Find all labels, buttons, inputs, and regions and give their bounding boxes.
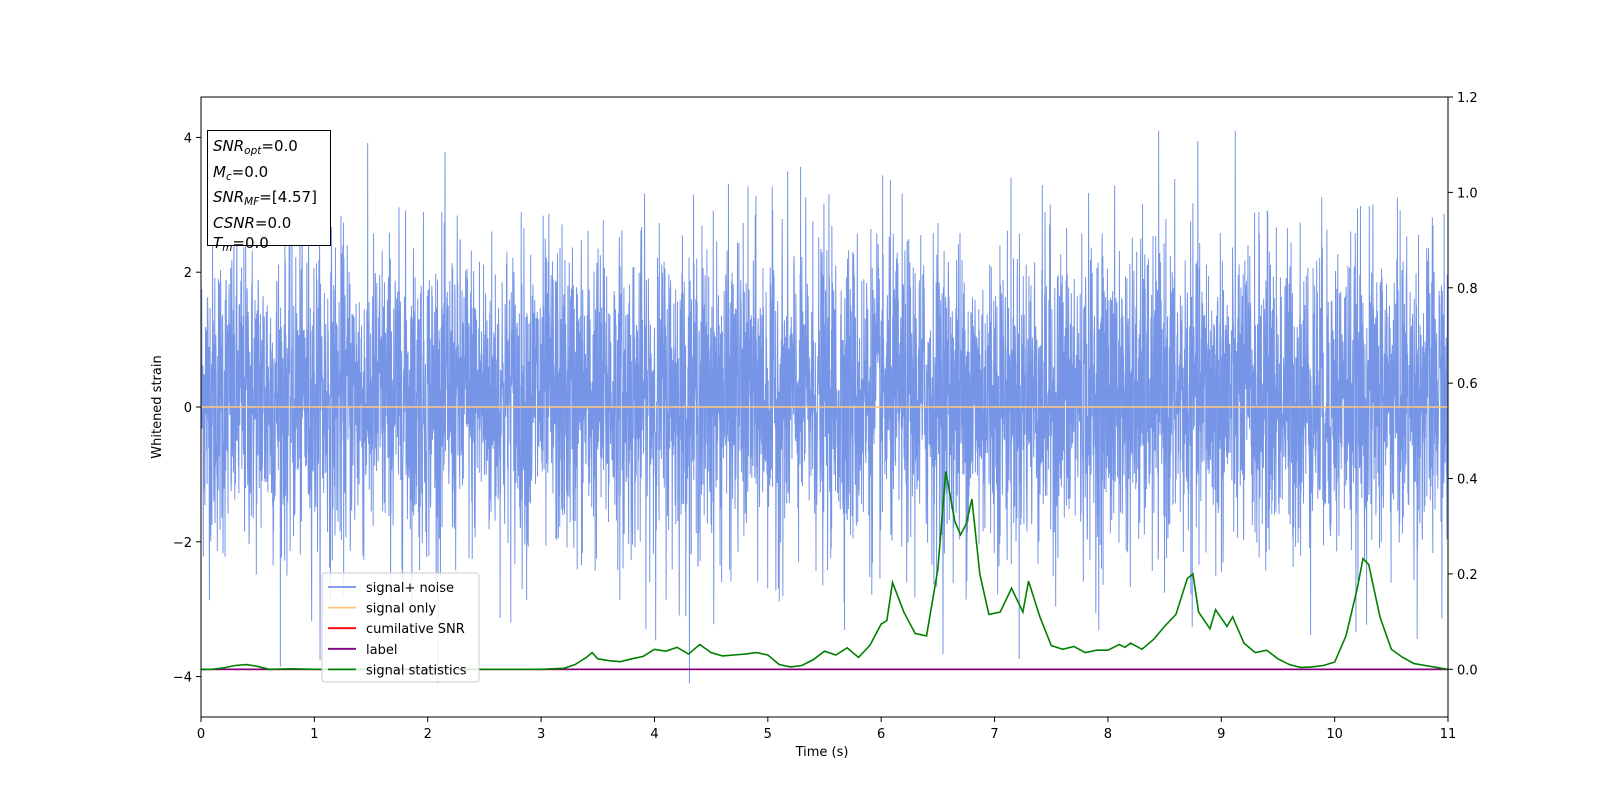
y2-tick-label: 0.4 bbox=[1457, 473, 1478, 488]
y-tick-label: 4 bbox=[184, 131, 192, 146]
y2-tick-label: 1.2 bbox=[1457, 91, 1478, 106]
y-tick-label: −2 bbox=[173, 536, 192, 551]
x-tick-label: 4 bbox=[650, 727, 658, 742]
y2-tick-label: 1.0 bbox=[1457, 186, 1478, 201]
series-signal-plus-noise bbox=[201, 130, 1448, 684]
legend-label: signal statistics bbox=[366, 663, 467, 678]
info-snr-opt: SNRopt=0.0 bbox=[213, 137, 298, 157]
y-axis-left: 4 2 0 −2 −4 bbox=[173, 131, 201, 686]
y-axis-label: Whitened strain bbox=[150, 355, 165, 458]
info-snr-mf: SNRMF=[4.57] bbox=[213, 188, 317, 208]
x-tick-label: 10 bbox=[1326, 727, 1343, 742]
x-tick-label: 11 bbox=[1440, 727, 1457, 742]
x-tick-label: 8 bbox=[1104, 727, 1112, 742]
x-tick-label: 0 bbox=[197, 727, 205, 742]
legend: signal+ noise signal only cumilative SNR la… bbox=[321, 572, 480, 683]
y-tick-label: 0 bbox=[184, 401, 192, 416]
x-tick-label: 2 bbox=[424, 727, 432, 742]
y2-tick-label: 0.8 bbox=[1457, 282, 1478, 297]
x-tick-label: 7 bbox=[990, 727, 998, 742]
y2-tick-label: 0.6 bbox=[1457, 377, 1478, 392]
y-tick-label: −4 bbox=[173, 671, 192, 686]
x-tick-label: 3 bbox=[537, 727, 545, 742]
legend-label: label bbox=[366, 643, 397, 658]
x-axis-label: Time (s) bbox=[795, 745, 849, 760]
y2-tick-label: 0.2 bbox=[1457, 568, 1478, 583]
y-tick-label: 2 bbox=[184, 266, 192, 281]
noise-line bbox=[201, 130, 1448, 684]
legend-label: cumilative SNR bbox=[366, 622, 465, 637]
x-tick-label: 1 bbox=[310, 727, 318, 742]
legend-label: signal only bbox=[366, 602, 436, 617]
legend-box bbox=[321, 572, 480, 683]
info-mc: Mc=0.0 bbox=[213, 162, 269, 183]
y-axis-right: 1.2 1.0 0.8 0.6 0.4 0.2 0.0 bbox=[1448, 91, 1478, 678]
info-tm: Tm=0.0 bbox=[213, 234, 269, 254]
info-csnr: CSNR=0.0 bbox=[213, 213, 292, 232]
legend-label: signal+ noise bbox=[366, 581, 454, 596]
x-axis: 0 1 2 3 4 5 6 7 8 9 10 11 bbox=[197, 717, 1456, 742]
series-signal-statistics-line bbox=[201, 471, 1448, 671]
x-tick-label: 5 bbox=[764, 727, 772, 742]
info-box: SNRopt=0.0 Mc=0.0 SNRMF=[4.57] CSNR=0.0 … bbox=[207, 130, 331, 254]
x-tick-label: 9 bbox=[1217, 727, 1225, 742]
y2-tick-label: 0.0 bbox=[1457, 663, 1478, 678]
x-tick-label: 6 bbox=[877, 727, 885, 742]
